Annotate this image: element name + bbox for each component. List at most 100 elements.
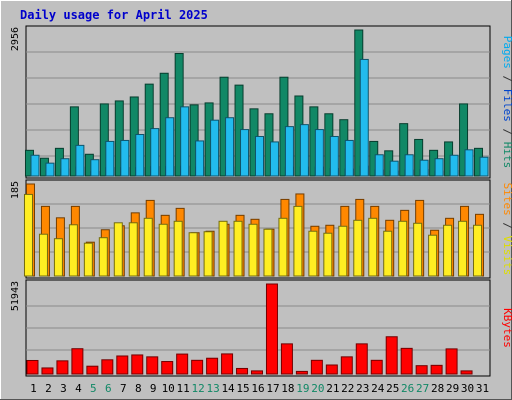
hits-axis-label-part-4: / bbox=[501, 122, 512, 142]
hits-pages-bar-day-27 bbox=[419, 159, 429, 177]
hits-pages-bar-day-17 bbox=[269, 141, 279, 177]
hits-pages-bar-day-20 bbox=[314, 129, 324, 177]
day-label-24: 24 bbox=[371, 382, 385, 395]
day-label-20: 20 bbox=[311, 382, 324, 395]
hits-axis-label-part-5: Hits bbox=[501, 142, 512, 169]
visits-sites-bar-day-3 bbox=[53, 238, 63, 277]
visits-sites-bar-day-21 bbox=[323, 232, 333, 277]
visits-sites-bar-day-1 bbox=[23, 193, 33, 277]
visits-sites-bar-day-8 bbox=[128, 222, 138, 277]
visits-max-label: 185 bbox=[10, 181, 21, 199]
kbytes-kbytes-bar-day-21 bbox=[325, 364, 338, 375]
day-label-8: 8 bbox=[135, 382, 142, 395]
day-label-19: 19 bbox=[296, 382, 309, 395]
kbytes-kbytes-bar-day-1 bbox=[26, 359, 39, 375]
hits-pages-bar-day-23 bbox=[359, 58, 369, 177]
visits-sites-bar-day-29 bbox=[443, 224, 453, 277]
day-label-4: 4 bbox=[75, 382, 82, 395]
visits-sites-bar-day-30 bbox=[458, 220, 468, 277]
visits-sites-bar-day-11 bbox=[173, 220, 183, 277]
day-label-28: 28 bbox=[431, 382, 444, 395]
visits-sites-bar-day-16 bbox=[248, 223, 258, 277]
kbytes-kbytes-bar-day-7 bbox=[116, 355, 129, 375]
kbytes-kbytes-bar-day-4 bbox=[71, 348, 84, 375]
kbytes-kbytes-bar-day-14 bbox=[221, 353, 234, 375]
visits-sites-bar-day-31 bbox=[473, 224, 483, 277]
visits-sites-bar-day-13 bbox=[203, 231, 213, 277]
visits-sites-bar-day-22 bbox=[338, 225, 348, 277]
visits-sites-bar-day-5 bbox=[83, 242, 93, 277]
hits-pages-bar-day-24 bbox=[374, 154, 384, 177]
hits-pages-bar-day-14 bbox=[225, 117, 235, 177]
kbytes-axis-label: KBytes bbox=[501, 308, 512, 348]
day-label-25: 25 bbox=[386, 382, 399, 395]
visits-sites-bar-day-19 bbox=[293, 205, 303, 277]
hits-pages-bar-day-29 bbox=[449, 154, 459, 177]
hits-hits-bar-day-27 bbox=[414, 138, 424, 177]
visits-sites-bar-day-7 bbox=[113, 222, 123, 277]
hits-pages-bar-day-5 bbox=[90, 159, 100, 177]
day-label-6: 6 bbox=[105, 382, 112, 395]
kbytes-kbytes-bar-day-22 bbox=[340, 356, 353, 375]
visits-series-sites bbox=[23, 193, 483, 277]
kbytes-panel: 51943 KBytes bbox=[10, 279, 512, 377]
kbytes-kbytes-bar-day-15 bbox=[236, 367, 249, 375]
hits-hits-bar-day-26 bbox=[399, 123, 409, 177]
kbytes-kbytes-bar-day-16 bbox=[251, 370, 263, 375]
visits-axis-label-part-1: Sites bbox=[501, 183, 512, 216]
day-label-31: 31 bbox=[476, 382, 489, 395]
hits-pages-bar-day-28 bbox=[434, 158, 444, 177]
hits-pages-bar-day-9 bbox=[150, 128, 160, 177]
day-label-11: 11 bbox=[177, 382, 190, 395]
kbytes-kbytes-bar-day-13 bbox=[206, 357, 219, 375]
kbytes-kbytes-bar-day-29 bbox=[445, 348, 458, 375]
kbytes-kbytes-bar-day-2 bbox=[41, 367, 54, 375]
visits-axis-label-part-3: Visits bbox=[501, 236, 512, 276]
visits-panel: 185 Sites / Visits bbox=[10, 179, 512, 279]
day-label-26: 26 bbox=[401, 382, 414, 395]
visits-sites-bar-day-25 bbox=[383, 230, 393, 277]
kbytes-kbytes-bar-day-3 bbox=[56, 360, 69, 375]
kbytes-kbytes-bar-day-24 bbox=[370, 359, 383, 375]
kbytes-kbytes-bar-day-28 bbox=[430, 364, 443, 375]
day-label-14: 14 bbox=[221, 382, 235, 395]
day-label-15: 15 bbox=[236, 382, 249, 395]
day-label-13: 13 bbox=[206, 382, 219, 395]
kbytes-kbytes-bar-day-25 bbox=[385, 336, 398, 375]
visits-sites-bar-day-12 bbox=[188, 232, 198, 277]
day-label-10: 10 bbox=[162, 382, 175, 395]
kbytes-kbytes-bar-day-8 bbox=[131, 354, 144, 375]
visits-axis-label: Sites / Visits bbox=[501, 183, 512, 276]
kbytes-kbytes-bar-day-11 bbox=[176, 353, 189, 375]
hits-hits-bar-day-7 bbox=[114, 100, 124, 177]
day-label-27: 27 bbox=[416, 382, 429, 395]
kbytes-axis-label-part-1: KBytes bbox=[501, 308, 512, 348]
kbytes-kbytes-bar-day-20 bbox=[310, 359, 323, 375]
visits-sites-bar-day-2 bbox=[38, 233, 48, 277]
hits-pages-bar-day-1 bbox=[30, 154, 40, 177]
day-label-17: 17 bbox=[266, 382, 279, 395]
hits-pages-bar-day-12 bbox=[195, 140, 205, 177]
kbytes-kbytes-bar-day-17 bbox=[265, 283, 278, 375]
day-label-22: 22 bbox=[341, 382, 354, 395]
visits-sites-bar-day-4 bbox=[68, 224, 78, 277]
day-label-5: 5 bbox=[90, 382, 97, 395]
hits-pages-bar-day-19 bbox=[299, 124, 309, 177]
hits-axis-label-part-1: Pages bbox=[501, 36, 512, 69]
hits-pages-bar-day-25 bbox=[389, 160, 399, 177]
hits-pages-bar-day-16 bbox=[255, 135, 264, 177]
visits-sites-bar-day-20 bbox=[308, 230, 318, 277]
chart-title: Daily usage for April 2025 bbox=[20, 8, 208, 22]
kbytes-kbytes-bar-day-30 bbox=[460, 370, 473, 375]
visits-sites-bar-day-27 bbox=[413, 222, 423, 277]
hits-pages-bar-day-2 bbox=[45, 162, 55, 177]
hits-pages-bar-day-10 bbox=[165, 117, 175, 177]
day-label-7: 7 bbox=[120, 382, 127, 395]
kbytes-kbytes-bar-day-5 bbox=[86, 365, 99, 375]
hits-pages-bar-day-22 bbox=[344, 139, 354, 177]
hits-pages-bar-day-7 bbox=[120, 139, 130, 177]
visits-sites-bar-day-26 bbox=[398, 220, 408, 277]
hits-pages-bar-day-30 bbox=[464, 149, 474, 177]
day-label-1: 1 bbox=[30, 382, 37, 395]
